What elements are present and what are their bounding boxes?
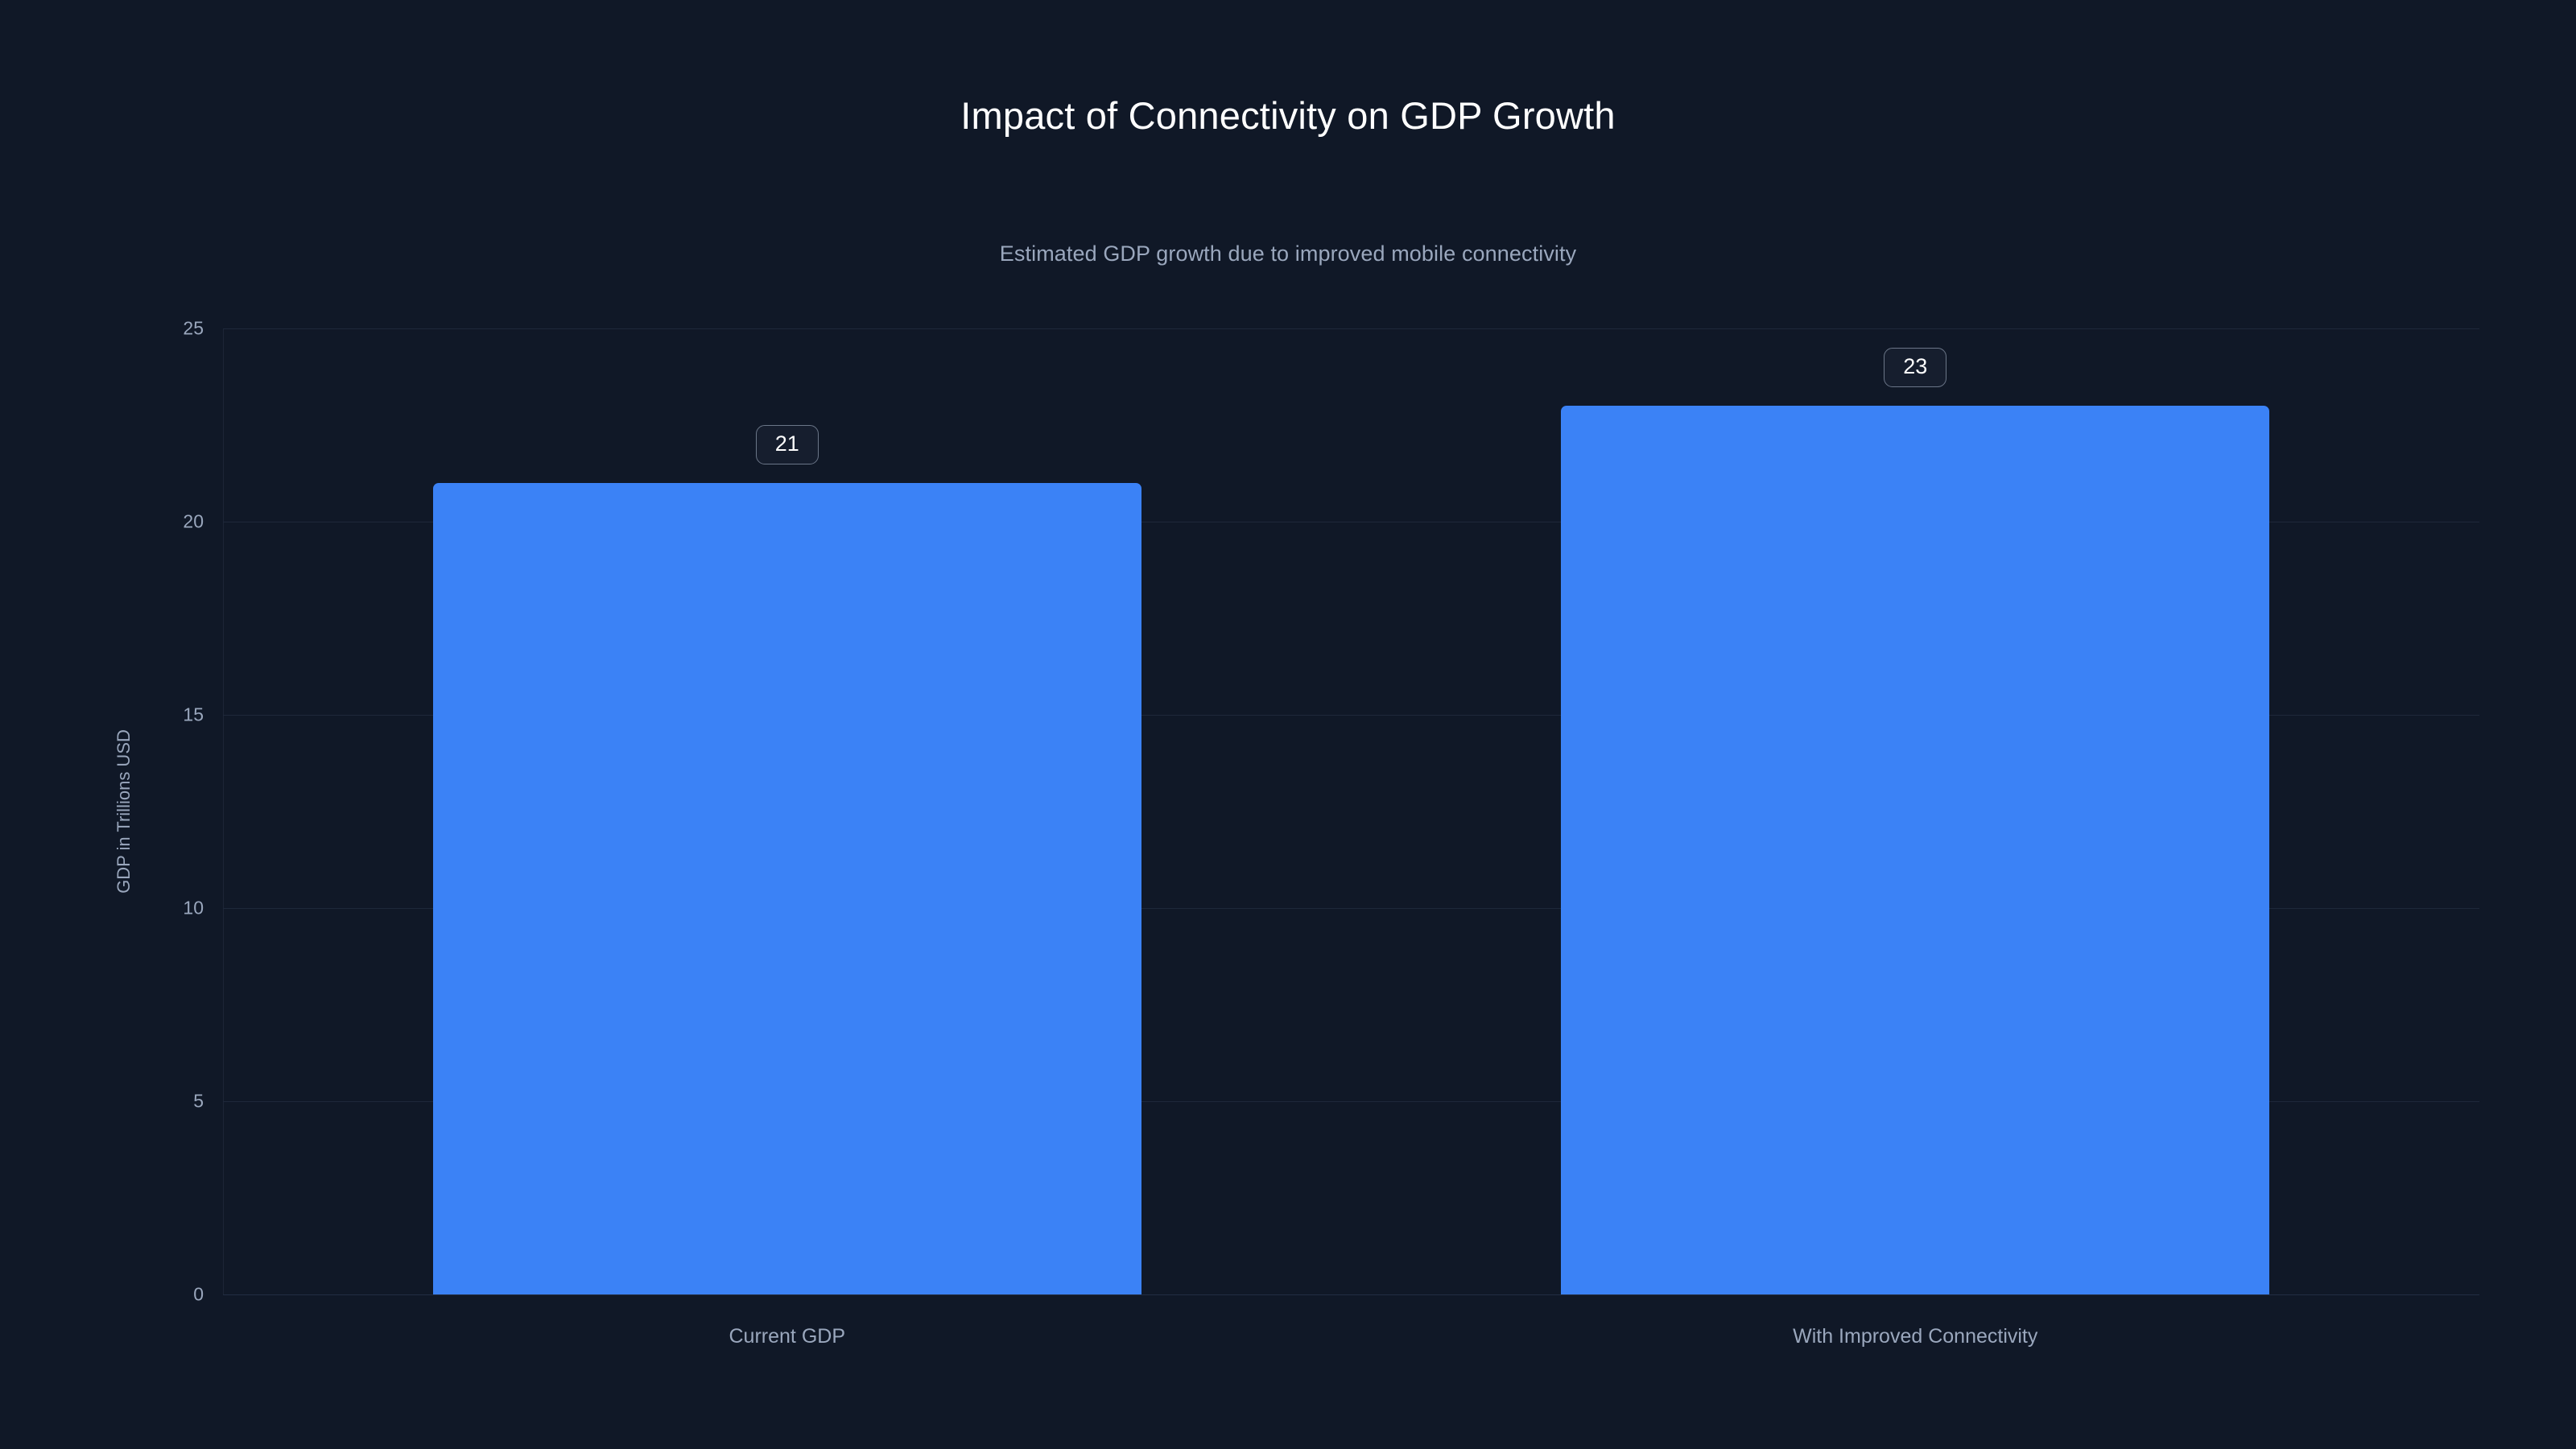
gridline [223, 1101, 2479, 1102]
bar-value-badge: 23 [1884, 348, 1947, 387]
y-axis-tick-label: 0 [193, 1283, 204, 1305]
x-axis-tick-label: With Improved Connectivity [1793, 1325, 2038, 1348]
bar[interactable] [1561, 406, 2270, 1294]
y-axis-tick-label: 20 [183, 510, 204, 532]
y-axis-tick-label: 15 [183, 704, 204, 725]
gridline [223, 1294, 2479, 1295]
x-axis-tick-label: Current GDP [729, 1325, 845, 1348]
plot-area [223, 328, 2479, 1294]
bar[interactable] [432, 483, 1141, 1294]
chart-subtitle: Estimated GDP growth due to improved mob… [999, 242, 1577, 266]
gridline [223, 908, 2479, 909]
y-axis-line [223, 328, 224, 1294]
bar-value-badge: 21 [755, 425, 819, 464]
y-axis-tick-label: 10 [183, 897, 204, 919]
gridline [223, 328, 2479, 329]
y-axis-tick-label: 25 [183, 317, 204, 339]
gridline [223, 715, 2479, 716]
y-axis-tick-label: 5 [193, 1090, 204, 1112]
chart-title: Impact of Connectivity on GDP Growth [960, 94, 1616, 137]
